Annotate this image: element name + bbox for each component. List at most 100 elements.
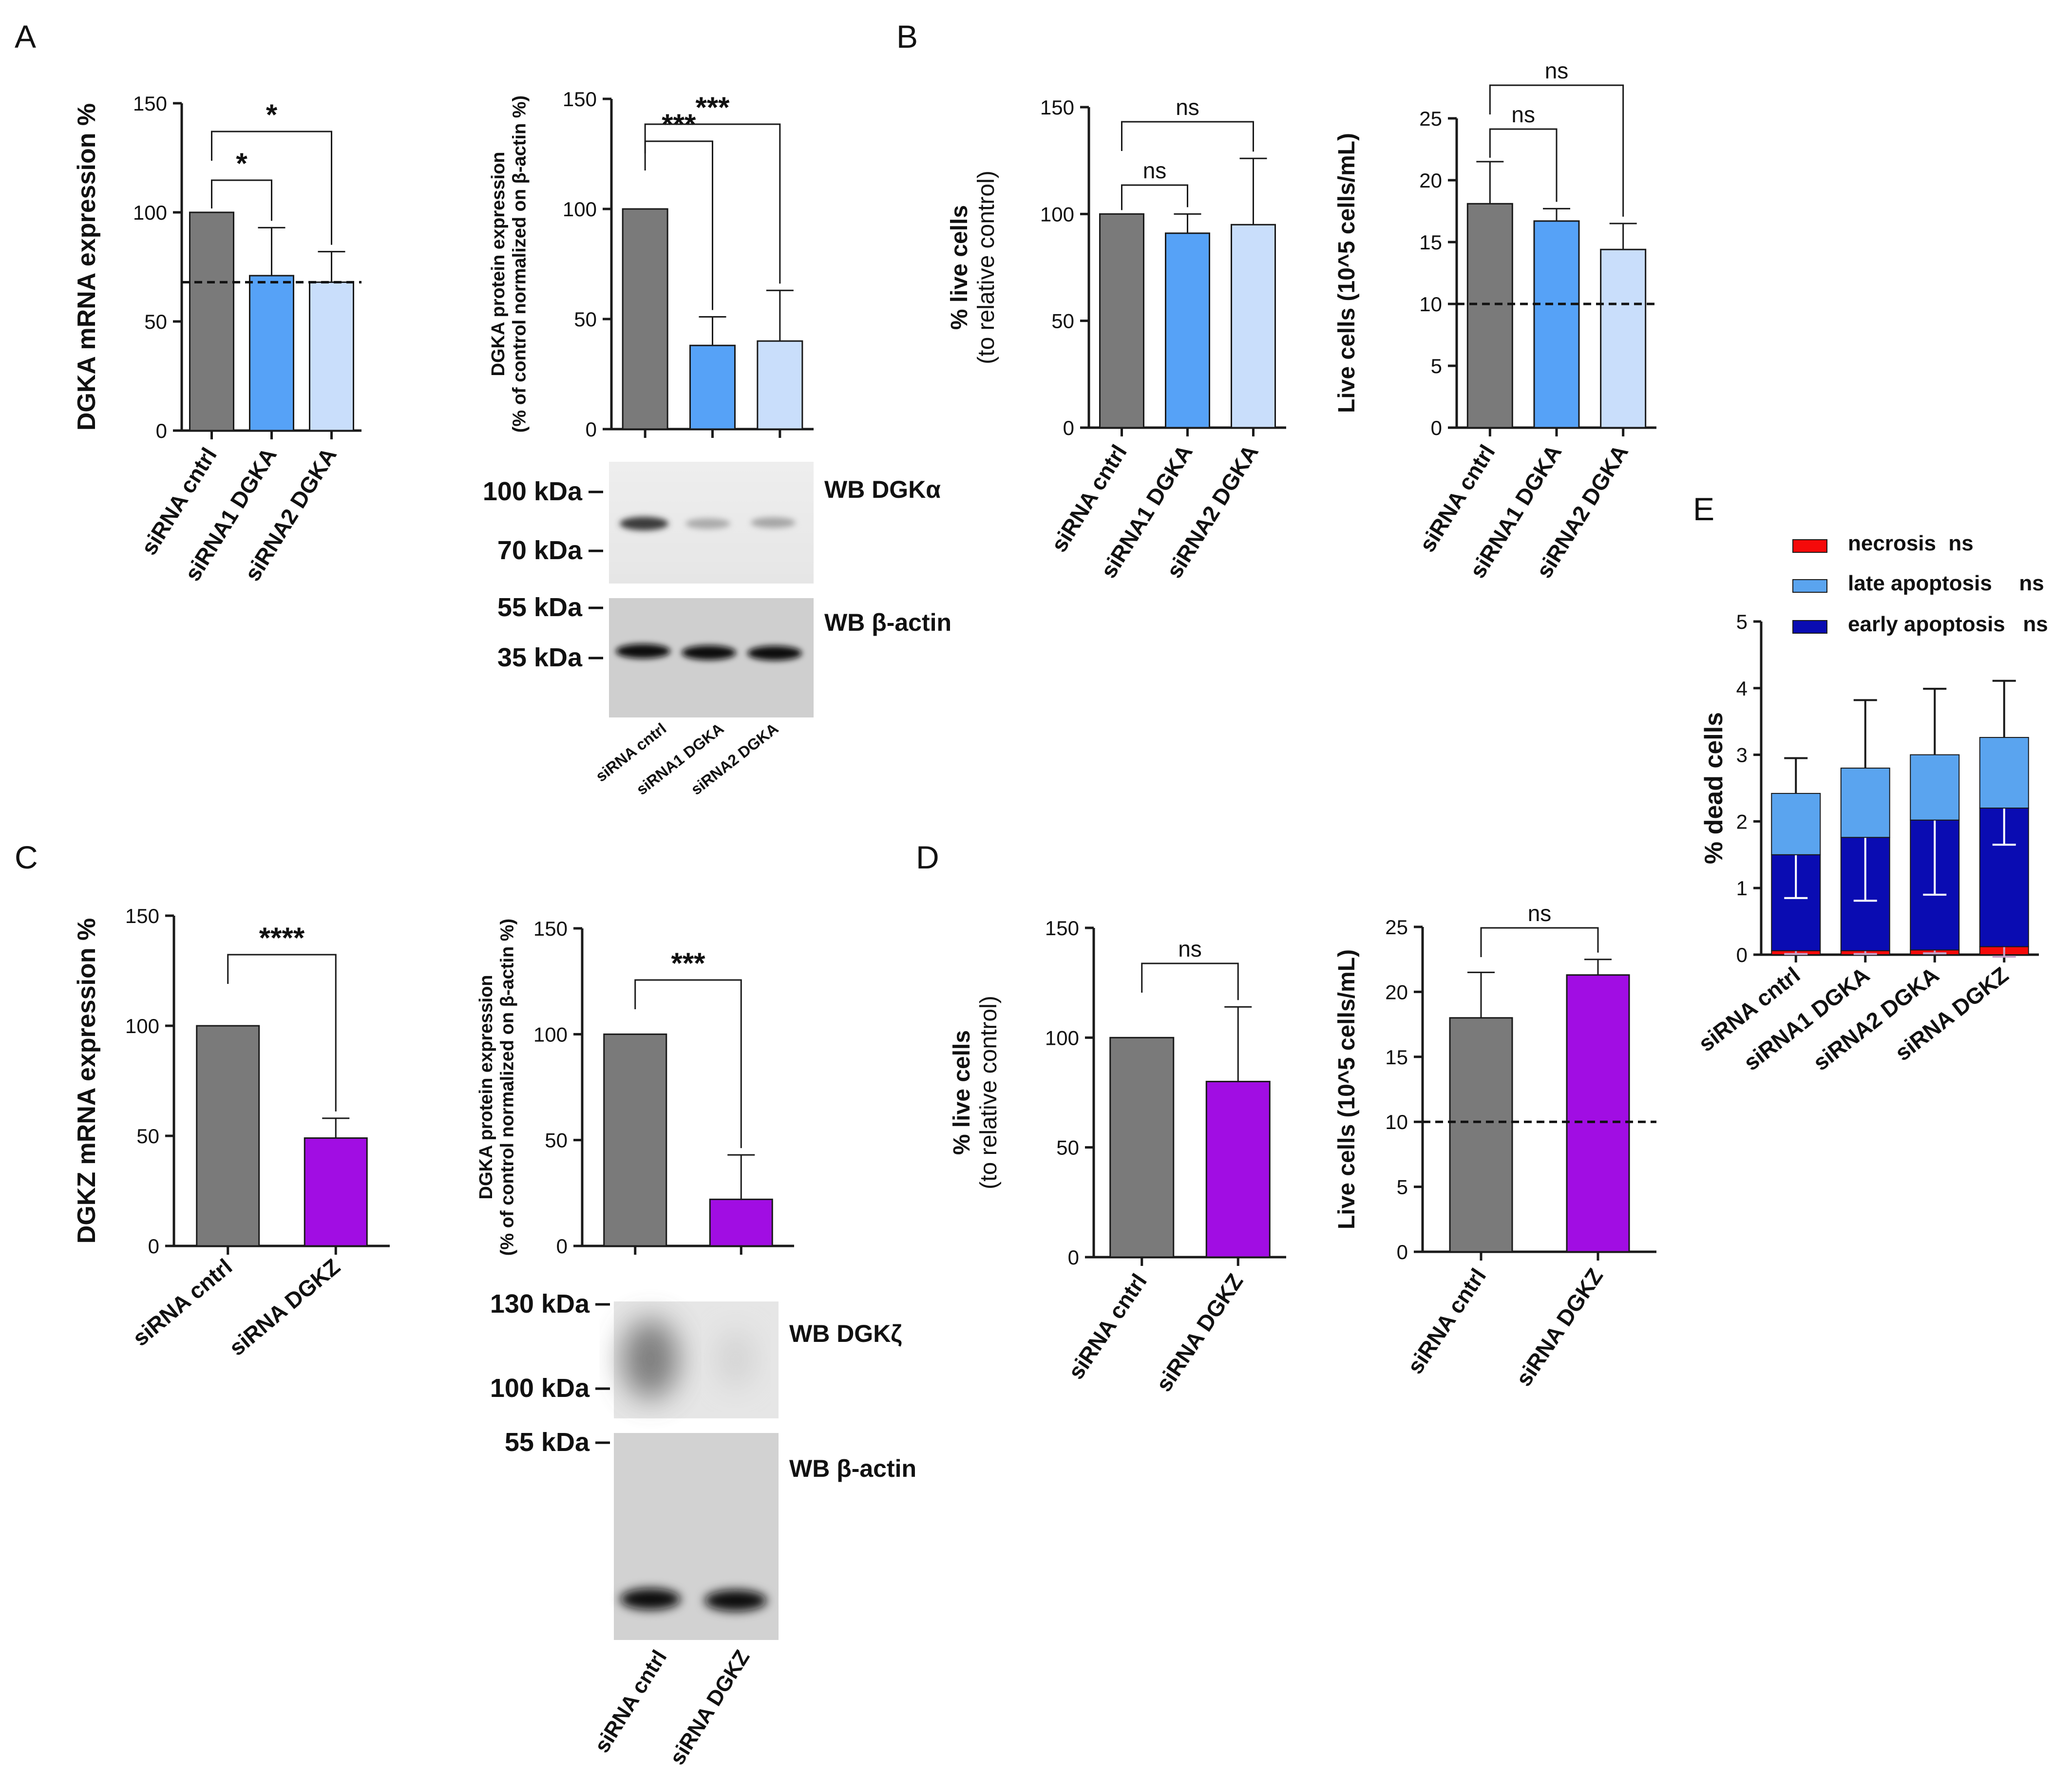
significance-label: ns [1178,936,1202,961]
x-tick-label: siRNA cntrl [1063,1269,1152,1384]
significance-bracket [1489,84,1624,217]
bar [622,208,668,430]
y-tick-label: 0 [556,1235,568,1258]
blot-c-smear-lane1 [622,1319,679,1399]
y-tick-label: 2 [1736,810,1748,833]
legend-significance: ns [2019,571,2044,595]
blot-c-actin-band-lane2 [704,1590,767,1611]
legend-swatch [1792,620,1827,634]
panel-label-e: E [1693,491,1714,527]
y-axis-label-line1: DGKA protein expression [488,151,509,376]
stack-segment-late-apoptosis [1979,737,2029,809]
blot-a-actin-band-lane3 [747,646,802,660]
bar [1099,213,1144,429]
stack-segment-late-apoptosis [1910,754,1960,821]
y-tick-label: 50 [545,1129,568,1152]
y-tick-label: 1 [1736,877,1748,900]
y-axis-label-line2: (% of control normalized on β-actin %) [497,919,518,1256]
bar [1600,248,1647,429]
bar [603,1033,667,1247]
legend-swatch [1792,539,1827,553]
stack-segment-late-apoptosis [1840,767,1890,838]
chart-dgkz-percent-live: 0 50 100 150 ns % live cells (to relative cont… [949,917,1286,1396]
bar [1165,232,1210,429]
bar [309,281,354,432]
blot-a-marker-35: 35 kDa [497,643,583,672]
blot-a-marker-55: 55 kDa [497,593,583,622]
panel-label-a: A [15,19,36,55]
x-tick-label: siRNA cntrl [128,1254,237,1351]
y-axis-label: DGKA mRNA expression % [73,103,101,431]
blot-a-actin-band-lane2 [682,645,736,660]
y-tick-label: 100 [133,201,167,224]
significance-bracket [211,179,272,221]
significance-label: *** [671,947,705,980]
significance-label: * [236,147,247,180]
significance-label: ns [1176,94,1199,120]
y-tick-label: 20 [1385,980,1408,1003]
y-tick-label: 50 [574,308,597,331]
significance-bracket [1489,128,1558,202]
y-axis-label: % dead cells [1700,712,1728,864]
blot-c-marker-130: 130 kDa [490,1289,590,1319]
y-tick-label: 0 [148,1235,159,1258]
y-tick-label: 150 [1040,96,1074,119]
blot-a-actin-band-lane1 [616,644,670,659]
y-tick-label: 15 [1385,1046,1408,1069]
y-axis-label: Live cells (10^5 cells/mL) [1334,133,1360,413]
bar [196,1025,260,1247]
y-tick-label: 150 [125,904,159,927]
y-tick-label: 50 [1051,310,1074,333]
panel-labels: A B C D E [15,19,1714,875]
stack-segment-late-apoptosis [1771,792,1821,855]
chart-dgkz-mrna: 0 50 100 150 **** DGKZ mRNA expression % siRNA… [73,904,390,1360]
chart-dgkz-live-cells: 0 5 10 15 20 25 ns Live cells (10^5 cells/mL) si… [1334,901,1656,1391]
bar [757,340,803,430]
bar [1533,220,1580,429]
significance-label: * [266,98,278,131]
y-tick-label: 150 [1045,917,1079,940]
x-tick-label: siRNA cntrl [1402,1264,1491,1378]
legend-label: necrosis [1848,531,1936,555]
y-tick-label: 100 [125,1015,159,1037]
y-axis-label-line1: % live cells [947,205,972,330]
y-tick-label: 0 [1068,1246,1079,1269]
y-tick-label: 0 [156,419,167,442]
y-tick-label: 10 [1419,293,1442,316]
y-tick-label: 20 [1419,169,1442,192]
significance-label: ns [1545,58,1569,83]
y-tick-label: 100 [563,198,597,221]
significance-bracket [644,123,781,284]
x-tick-label: siRNA DGKZ [224,1254,344,1360]
significance-bracket [211,131,332,245]
y-axis-label-line1: % live cells [949,1030,975,1155]
y-tick-label: 100 [1040,203,1074,226]
y-tick-label: 50 [144,310,167,333]
blot-a-label-actin: WB β-actin [824,609,951,636]
chart-dgka-percent-live: 0 50 100 150 ns ns % live cells (to relative co… [947,94,1286,583]
blot-c-smear-lane2 [716,1330,755,1388]
bar [709,1198,773,1247]
y-tick-label: 25 [1419,107,1442,130]
blot-c-label-actin: WB β-actin [789,1455,916,1482]
y-axis-label: DGKZ mRNA expression % [73,918,101,1244]
y-axis-label-line1: DGKA protein expression [476,975,496,1199]
bar [1109,1036,1175,1258]
y-tick-label: 5 [1397,1176,1408,1199]
y-tick-label: 0 [1736,943,1748,966]
significance-bracket [644,140,713,310]
significance-label: ns [1511,102,1535,127]
y-tick-label: 0 [586,418,597,441]
legend-significance: ns [2023,612,2048,636]
significance-bracket [634,979,742,1149]
blot-c-marker-100: 100 kDa [490,1374,590,1403]
significance-bracket [227,954,337,1112]
y-tick-label: 5 [1431,355,1442,377]
x-tick-label: siRNA2 DGKA [1808,962,1944,1075]
bar [1566,974,1630,1253]
bar [1449,1017,1513,1253]
x-tick-label: siRNA DGKZ [1151,1269,1248,1396]
significance-bracket [1480,927,1599,957]
